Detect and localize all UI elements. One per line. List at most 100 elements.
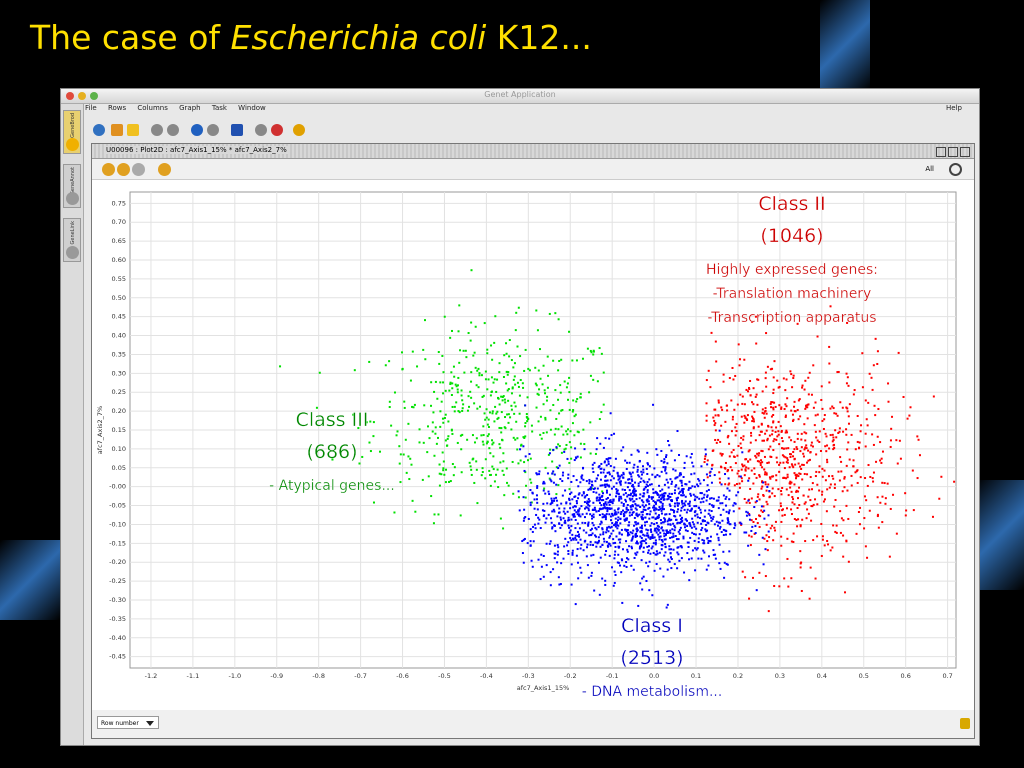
data-point [524,435,527,438]
data-point [612,469,615,472]
data-point [784,403,787,406]
data-point [680,557,683,560]
menu-task[interactable]: Task [211,104,227,112]
data-point [544,521,547,524]
globe-icon[interactable] [151,124,163,136]
half-circle-icon[interactable] [255,124,267,136]
data-point [514,438,517,441]
menu-help[interactable]: Help [946,104,962,112]
data-point [624,459,627,462]
data-point [558,507,561,510]
data-point [712,497,715,500]
globe-tool-icon[interactable] [102,163,115,176]
data-point [538,518,541,521]
data-point [478,405,481,408]
data-point [502,452,505,455]
sidebar-tab-geneannot[interactable]: GeneAnnot [63,164,81,208]
data-point [827,543,830,546]
sphere-tool-icon[interactable] [132,163,145,176]
menu-rows[interactable]: Rows [107,104,127,112]
row-number-select[interactable]: Row number [97,716,159,729]
data-point [522,445,525,448]
data-point [666,462,669,465]
data-point [678,532,681,535]
zoom-window-button[interactable] [90,92,98,100]
gear-icon[interactable] [293,124,305,136]
data-point [669,519,672,522]
menu-file[interactable]: File [85,104,97,112]
data-point [608,473,611,476]
data-point [511,460,514,463]
search-icon[interactable] [949,163,962,176]
data-point [642,533,645,536]
data-point [639,535,642,538]
data-point [684,500,687,503]
target-tool-icon[interactable] [158,163,171,176]
data-point [628,533,631,536]
data-point [763,416,766,419]
data-point [798,472,801,475]
maximize-icon[interactable] [948,147,958,157]
data-point [372,501,375,504]
data-point [815,453,818,456]
globe2-icon[interactable] [167,124,179,136]
sidebar-tab-genebrod[interactable]: GeneBrod [63,110,81,154]
data-point [443,315,446,318]
menu-columns[interactable]: Columns [137,104,168,112]
data-point [402,453,405,456]
refresh-icon[interactable] [93,124,105,136]
data-point [600,462,603,465]
data-point [785,477,788,480]
data-point [517,385,520,388]
data-point [563,380,566,383]
lock-icon[interactable] [960,718,970,729]
filter-all-label[interactable]: All [925,165,934,173]
menu-window[interactable]: Window [238,104,266,112]
data-point [619,495,622,498]
data-point [549,478,552,481]
data-point [715,520,718,523]
data-point [619,518,622,521]
minimize-window-button[interactable] [78,92,86,100]
data-point [657,533,660,536]
data-point [575,538,578,541]
data-point [710,516,713,519]
data-point [647,545,650,548]
close-window-button[interactable] [66,92,74,100]
palette-icon[interactable] [271,124,283,136]
data-point [633,463,636,466]
data-point [601,513,604,516]
data-point [507,484,510,487]
chart-icon[interactable] [191,124,203,136]
globe-tool2-icon[interactable] [117,163,130,176]
data-point [636,465,639,468]
data-point [650,497,653,500]
calc-icon[interactable] [231,124,243,136]
data-point [713,474,716,477]
list-icon[interactable] [111,124,123,136]
data-point [678,559,681,562]
data-point [609,515,612,518]
menu-graph[interactable]: Graph [179,104,201,112]
data-point [529,544,532,547]
data-point [632,511,635,514]
sphere-icon[interactable] [207,124,219,136]
save-icon[interactable] [127,124,139,136]
data-point [806,403,809,406]
sidebar-tab-genelink[interactable]: GeneLink [63,218,81,262]
detach-icon[interactable] [936,147,946,157]
data-point [821,467,824,470]
data-point [667,523,670,526]
data-point [526,418,529,421]
data-point [620,501,623,504]
y-tick-label: 0.15 [112,426,126,434]
data-point [523,369,526,372]
data-point [821,407,824,410]
close-icon[interactable] [960,147,970,157]
data-point [899,457,902,460]
data-point [489,452,492,455]
data-point [764,371,767,374]
data-point [511,386,514,389]
data-point [672,535,675,538]
data-point [662,492,665,495]
